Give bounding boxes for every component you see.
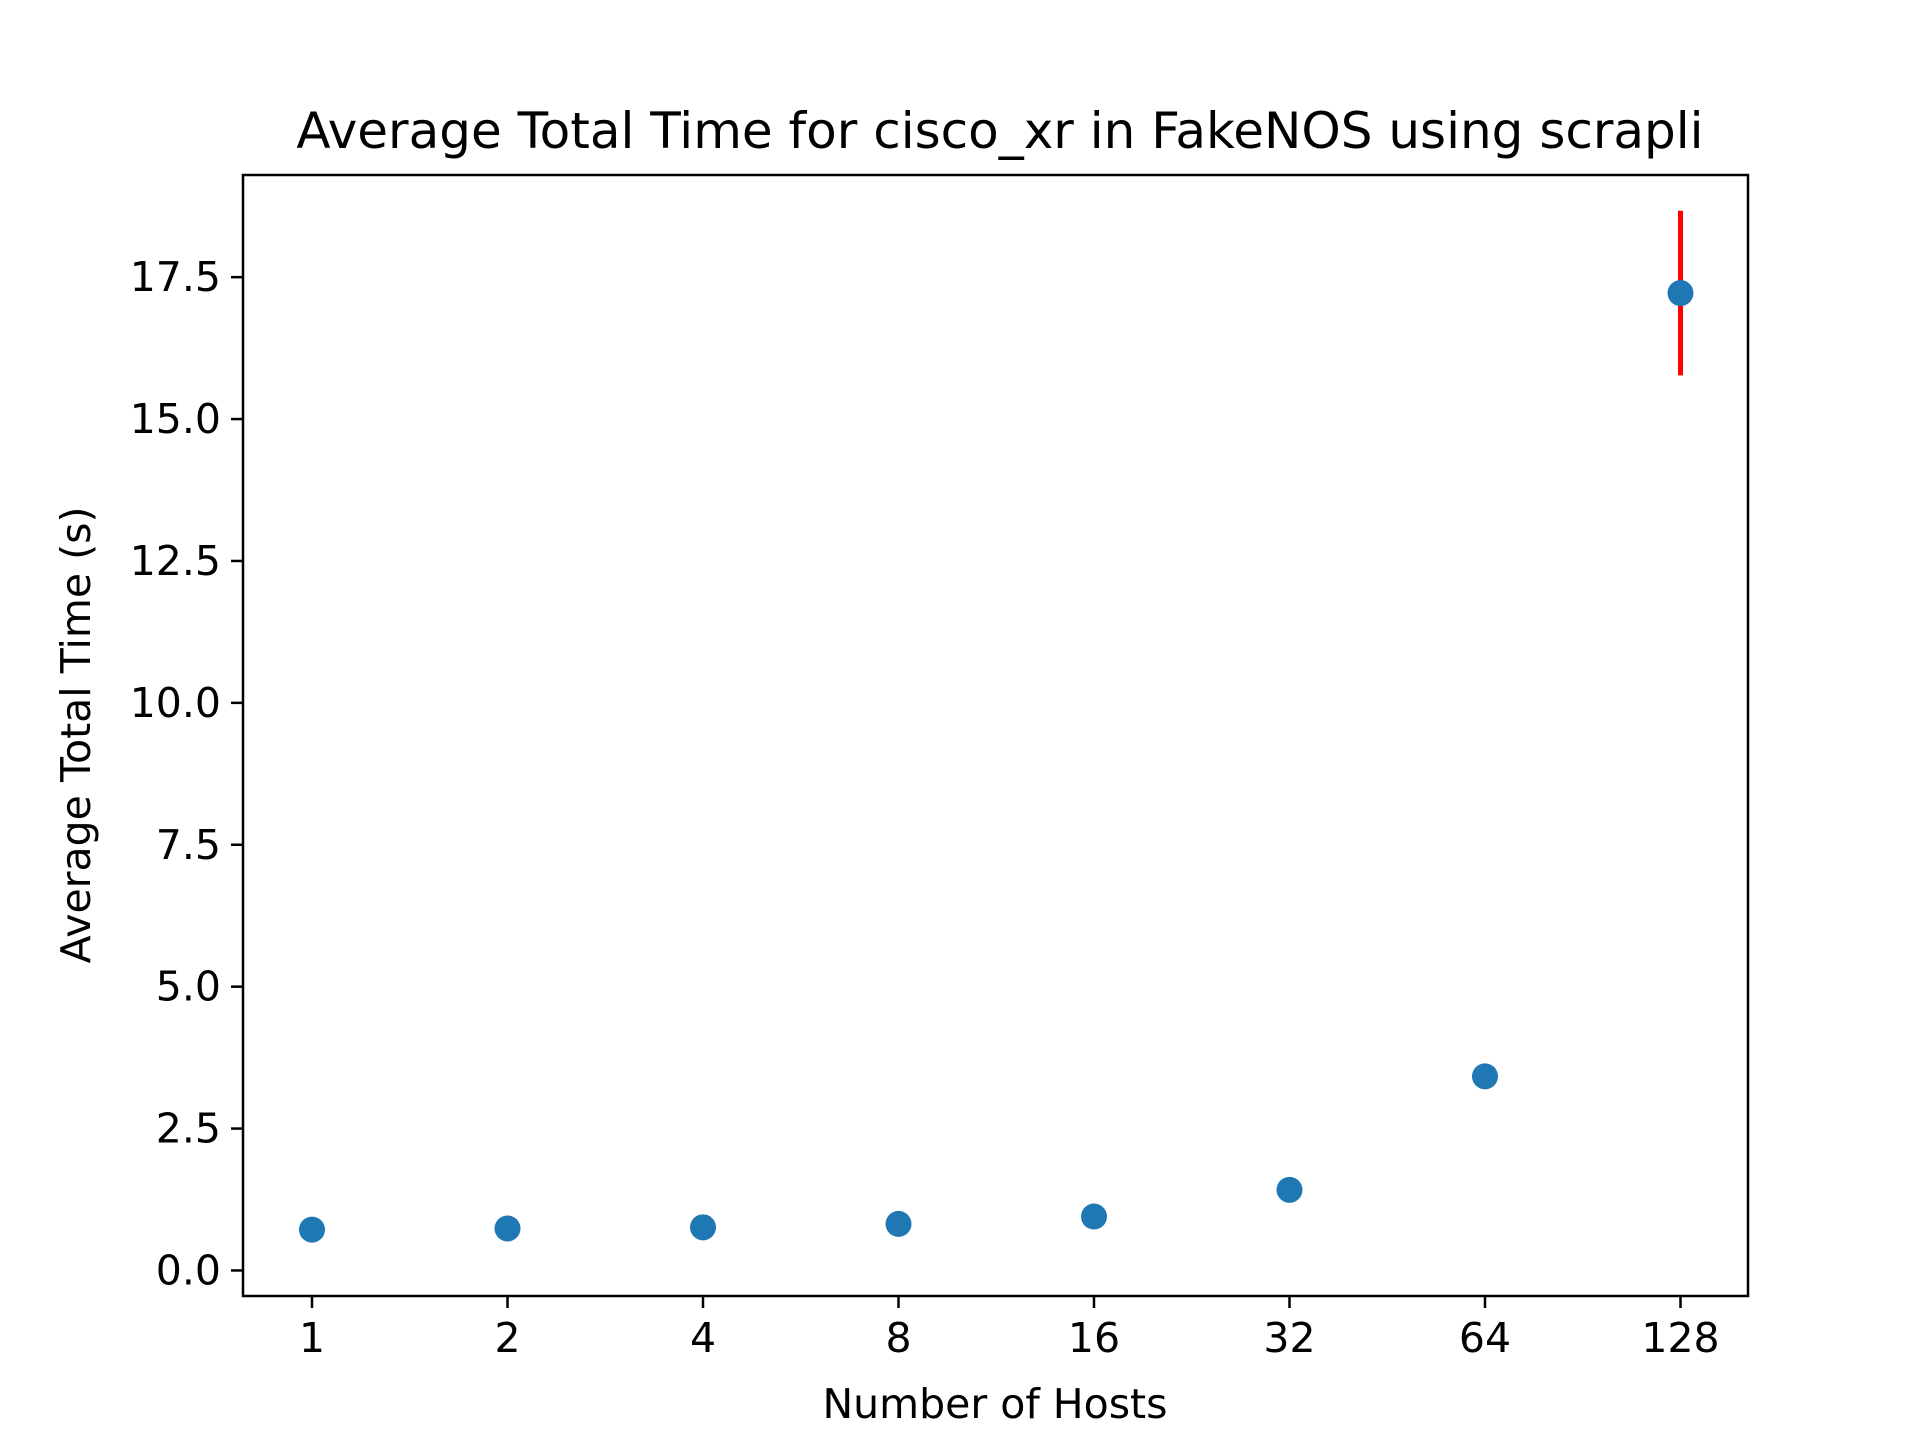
data-points bbox=[299, 280, 1694, 1243]
y-tick-label: 5.0 bbox=[156, 963, 221, 1011]
x-tick-label: 2 bbox=[494, 1314, 520, 1362]
y-tick-label: 17.5 bbox=[130, 253, 221, 301]
data-point bbox=[690, 1214, 716, 1241]
data-point bbox=[494, 1215, 521, 1242]
y-axis-label: Average Total Time (s) bbox=[52, 507, 100, 964]
data-point bbox=[1667, 280, 1694, 307]
x-tick-label: 64 bbox=[1459, 1314, 1511, 1362]
y-tick-label: 12.5 bbox=[130, 537, 221, 585]
y-tick-label: 7.5 bbox=[156, 821, 221, 869]
plot-area-frame bbox=[241, 173, 1750, 1298]
chart-title: Average Total Time for cisco_xr in FakeN… bbox=[296, 102, 1703, 160]
data-point bbox=[1472, 1063, 1498, 1090]
y-tick-label: 0.0 bbox=[156, 1246, 221, 1294]
x-tick-label: 32 bbox=[1263, 1314, 1315, 1362]
x-tick-label: 8 bbox=[885, 1314, 911, 1362]
data-point bbox=[885, 1210, 912, 1237]
x-axis-ticks: 1 2 4 8 16 32 64 128 bbox=[299, 1296, 1720, 1362]
x-tick-label: 1 bbox=[299, 1314, 325, 1362]
data-point bbox=[1081, 1203, 1107, 1230]
x-tick-label: 4 bbox=[690, 1314, 716, 1362]
x-axis-label: Number of Hosts bbox=[823, 1380, 1168, 1428]
data-point bbox=[299, 1216, 325, 1243]
x-tick-label: 16 bbox=[1068, 1314, 1120, 1362]
data-point bbox=[1276, 1176, 1303, 1203]
y-axis-ticks: 0.0 2.5 5.0 7.5 10.0 12.5 15.0 17.5 bbox=[130, 253, 243, 1294]
y-tick-label: 2.5 bbox=[156, 1105, 221, 1153]
y-tick-label: 15.0 bbox=[130, 395, 221, 443]
y-tick-label: 10.0 bbox=[130, 679, 221, 727]
x-tick-label: 128 bbox=[1641, 1314, 1719, 1362]
